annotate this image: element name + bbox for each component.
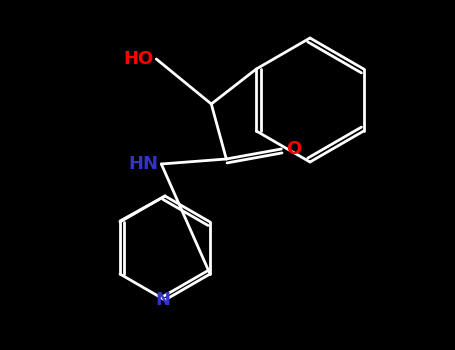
Text: O: O <box>286 140 302 158</box>
Text: HO: HO <box>123 50 153 68</box>
Text: N: N <box>156 291 171 309</box>
Text: HN: HN <box>128 155 158 173</box>
